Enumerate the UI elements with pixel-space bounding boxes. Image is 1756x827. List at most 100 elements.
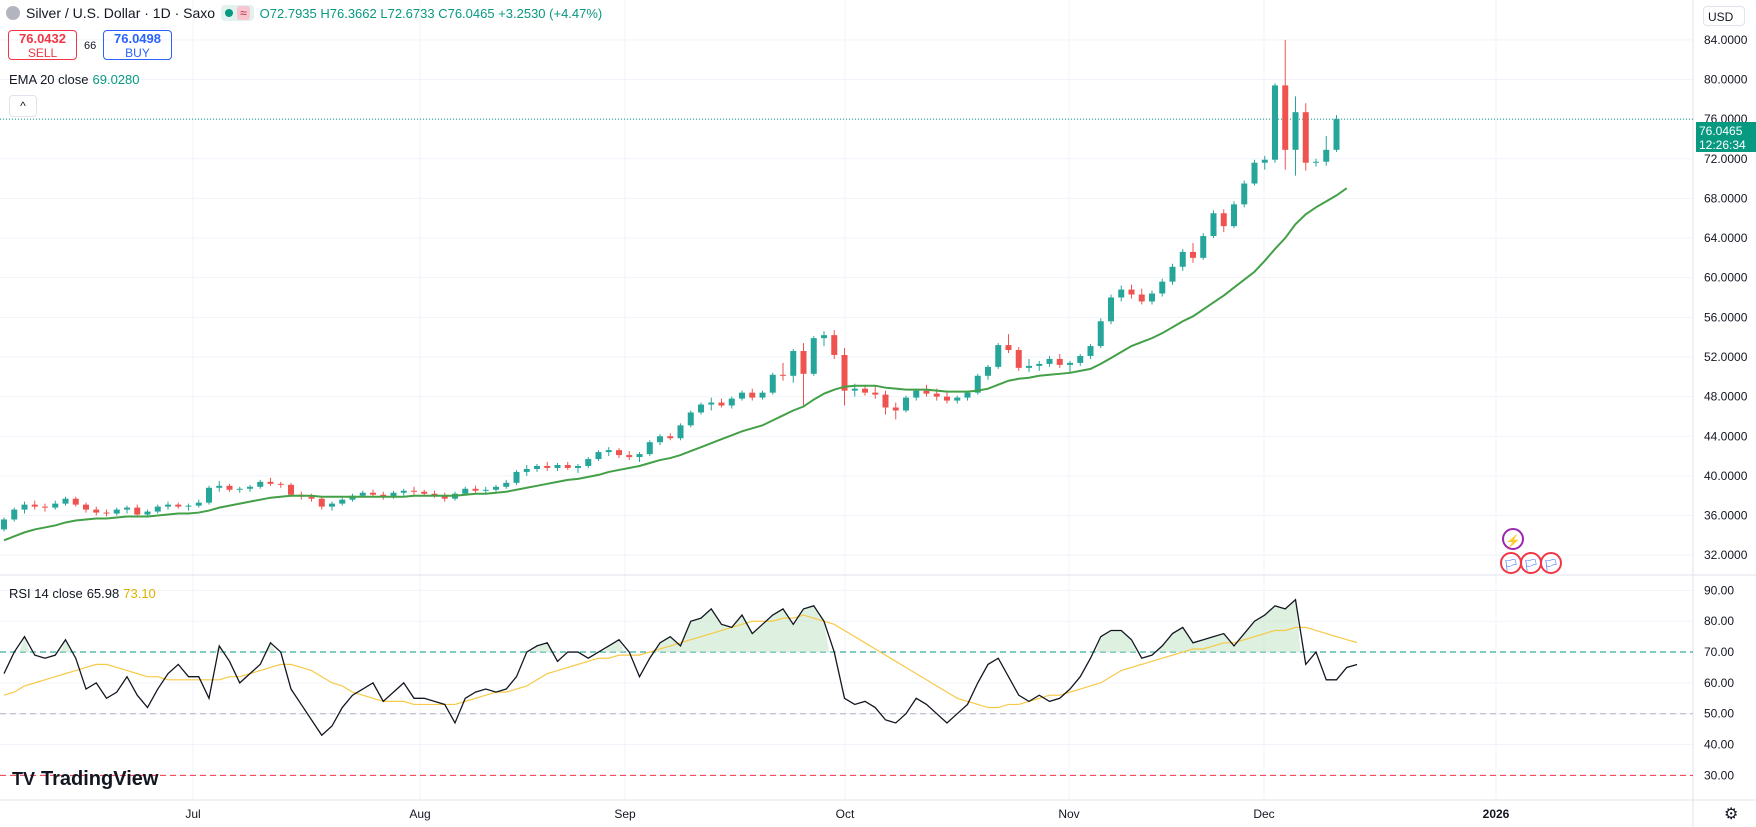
market-status-badge[interactable]: ≈	[221, 5, 254, 21]
price-tick-label: 64.0000	[1704, 231, 1748, 245]
us-flag-event-icon[interactable]: 🏳	[1520, 552, 1542, 574]
candle-body	[1313, 161, 1319, 163]
candle-body	[872, 392, 879, 395]
sell-button[interactable]: 76.0432 SELL	[8, 30, 77, 60]
last-price-value: 76.0465	[1699, 124, 1743, 138]
price-tick-label: 84.0000	[1704, 33, 1748, 47]
candle-body	[441, 495, 448, 499]
tradingview-brand[interactable]: TV TradingView	[12, 768, 158, 791]
candle-body	[1036, 363, 1043, 366]
candle-body	[636, 454, 643, 458]
candle-body	[1056, 358, 1063, 365]
rsi-overbought-fill	[1095, 630, 1137, 653]
price-tick-label: 80.0000	[1704, 72, 1748, 86]
candle-body	[1190, 251, 1196, 258]
candle-body	[1282, 85, 1289, 150]
x-tick-label: Jul	[185, 807, 200, 821]
buy-button[interactable]: 76.0498 BUY	[103, 30, 172, 60]
candle-body	[462, 488, 469, 494]
symbol-title[interactable]: Silver / U.S. Dollar · 1D · Saxo	[26, 5, 216, 21]
candle-body	[134, 507, 141, 515]
candle-body	[472, 488, 479, 491]
candle-body	[175, 504, 182, 507]
candle-body	[1077, 355, 1084, 363]
currency-label: USD	[1708, 10, 1734, 24]
bar-countdown: 12:26:34	[1699, 138, 1746, 152]
candle-body	[800, 351, 807, 374]
candle-body	[616, 450, 622, 456]
rsi-tick-label: 90.00	[1704, 583, 1734, 597]
candle-body	[1159, 281, 1166, 294]
price-tick-label: 40.0000	[1704, 469, 1748, 483]
collapse-indicators-button[interactable]: ^	[9, 95, 37, 117]
candle-body	[103, 512, 110, 514]
us-flag-event-icon[interactable]: 🏳	[1540, 552, 1562, 574]
candle-body	[318, 498, 325, 507]
wave-icon: ≈	[237, 6, 250, 20]
candle-body	[1241, 183, 1248, 205]
candle-body	[1005, 345, 1012, 351]
us-flag-event-icon[interactable]: 🏳	[1500, 552, 1522, 574]
ohlc-values: O72.7935 H76.3662 L72.6733 C76.0465 +3.2…	[259, 5, 603, 21]
candle-body	[1128, 289, 1135, 295]
candle-body	[329, 503, 335, 507]
x-tick-label: Sep	[614, 807, 636, 821]
candle-body	[1118, 289, 1125, 298]
x-tick-label: Aug	[409, 807, 430, 821]
candle-body	[359, 492, 366, 496]
currency-selector[interactable]: USD	[1703, 6, 1745, 26]
rsi-tick-label: 70.00	[1704, 645, 1734, 659]
rsi-value: 65.98	[86, 586, 120, 601]
candle-body	[185, 505, 192, 507]
candle-body	[31, 504, 38, 507]
candle-body	[708, 402, 715, 405]
candle-body	[585, 459, 592, 466]
spread-value: 66	[84, 40, 97, 52]
candle-body	[400, 490, 407, 493]
candle-body	[523, 468, 530, 472]
lightning-event-icon[interactable]: ⚡	[1502, 528, 1524, 550]
price-tick-label: 48.0000	[1704, 390, 1748, 404]
candle-body	[1251, 162, 1258, 184]
candle-body	[759, 392, 766, 398]
candle-body	[288, 484, 294, 495]
rsi-ma-value: 73.10	[123, 586, 156, 601]
rsi-tick-label: 40.00	[1704, 738, 1734, 752]
ema-legend[interactable]: EMA 20 close 69.0280	[9, 72, 140, 87]
candle-body	[72, 498, 79, 505]
rsi-ma-line	[3, 614, 1358, 709]
rsi-tick-label: 50.00	[1704, 707, 1734, 721]
candle-body	[677, 425, 684, 439]
candle-body	[390, 492, 397, 497]
candle-body	[42, 506, 48, 508]
candle-body	[113, 509, 120, 514]
candle-body	[657, 436, 663, 443]
candle-body	[513, 471, 520, 483]
candle-body	[11, 509, 18, 520]
candle-body	[257, 481, 264, 487]
candle-body	[370, 492, 376, 495]
candle-body	[841, 354, 848, 391]
rsi-overbought-fill	[1157, 599, 1301, 653]
rsi-overbought-fill	[265, 642, 276, 653]
rsi-legend[interactable]: RSI 14 close 65.98 73.10	[9, 586, 156, 601]
candle-body	[93, 509, 100, 513]
candle-body	[1, 519, 7, 530]
candle-body	[1169, 266, 1176, 282]
candle-body	[985, 366, 991, 376]
candle-body	[165, 504, 171, 507]
candle-body	[564, 464, 571, 468]
gear-icon[interactable]: ⚙	[1724, 806, 1739, 823]
candle-body	[944, 396, 950, 401]
candle-body	[728, 398, 735, 406]
candle-body	[503, 482, 510, 487]
candle-body	[267, 481, 274, 484]
candle-body	[154, 506, 161, 512]
rsi-overbought-fill	[60, 639, 71, 653]
candle-body	[831, 335, 838, 355]
candle-body	[1138, 294, 1145, 302]
buy-label: BUY	[125, 46, 150, 60]
price-tick-label: 56.0000	[1704, 310, 1748, 324]
candle-body	[1026, 365, 1032, 368]
